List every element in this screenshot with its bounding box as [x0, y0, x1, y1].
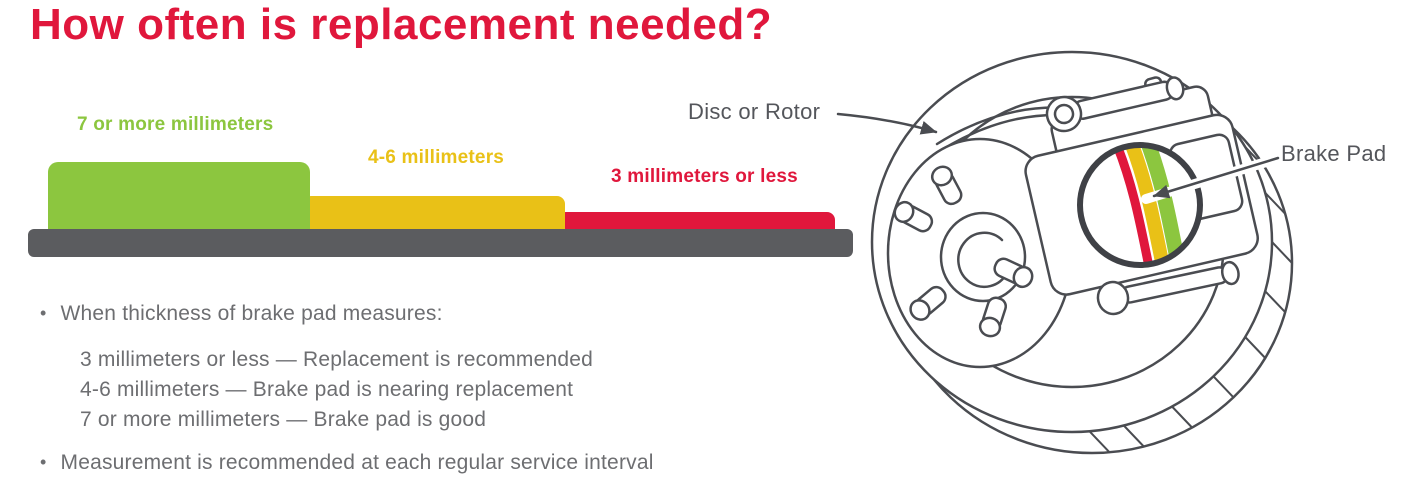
- pad-stripe-red: [1109, 147, 1155, 263]
- gauge-label-good: 7 or more millimeters: [77, 114, 274, 135]
- gauge-bar-nearing: [303, 196, 565, 229]
- gauge-label-nearing: 4-6 millimeters: [368, 147, 505, 168]
- bullet-icon: •: [40, 303, 47, 323]
- wheel-studs: [893, 165, 1034, 338]
- caliper-pin-top: [1045, 76, 1185, 133]
- gauge-bar-replace: [558, 212, 835, 229]
- caliper-pin-bottom: [1096, 260, 1240, 316]
- page-title: How often is replacement needed?: [30, 0, 773, 49]
- gauge-bar-good: [48, 162, 310, 229]
- note-measures-text: When thickness of brake pad measures:: [60, 302, 443, 325]
- rotor-illustration: [836, 50, 1294, 455]
- gauge-label-replace: 3 millimeters or less: [611, 166, 798, 187]
- disc-rotor-label: Disc or Rotor: [688, 99, 821, 124]
- brake-pad-label: Brake Pad: [1281, 141, 1387, 166]
- gauge-backing-plate: [28, 229, 853, 257]
- note-subline-good: 7 or more millimeters — Brake pad is goo…: [80, 408, 487, 431]
- note-sublines: 3 millimeters or less — Replacement is r…: [80, 345, 593, 435]
- disc-arrow: [836, 112, 938, 135]
- bullet-icon: •: [40, 452, 47, 472]
- note-subline-replace: 3 millimeters or less — Replacement is r…: [80, 348, 594, 371]
- brake-pad-arrow: [1152, 156, 1280, 199]
- note-interval-text: Measurement is recommended at each regul…: [60, 451, 654, 474]
- note-measures: • When thickness of brake pad measures:: [40, 302, 443, 326]
- note-subline-nearing: 4-6 millimeters — Brake pad is nearing r…: [80, 378, 574, 401]
- note-interval: • Measurement is recommended at each regu…: [40, 451, 654, 475]
